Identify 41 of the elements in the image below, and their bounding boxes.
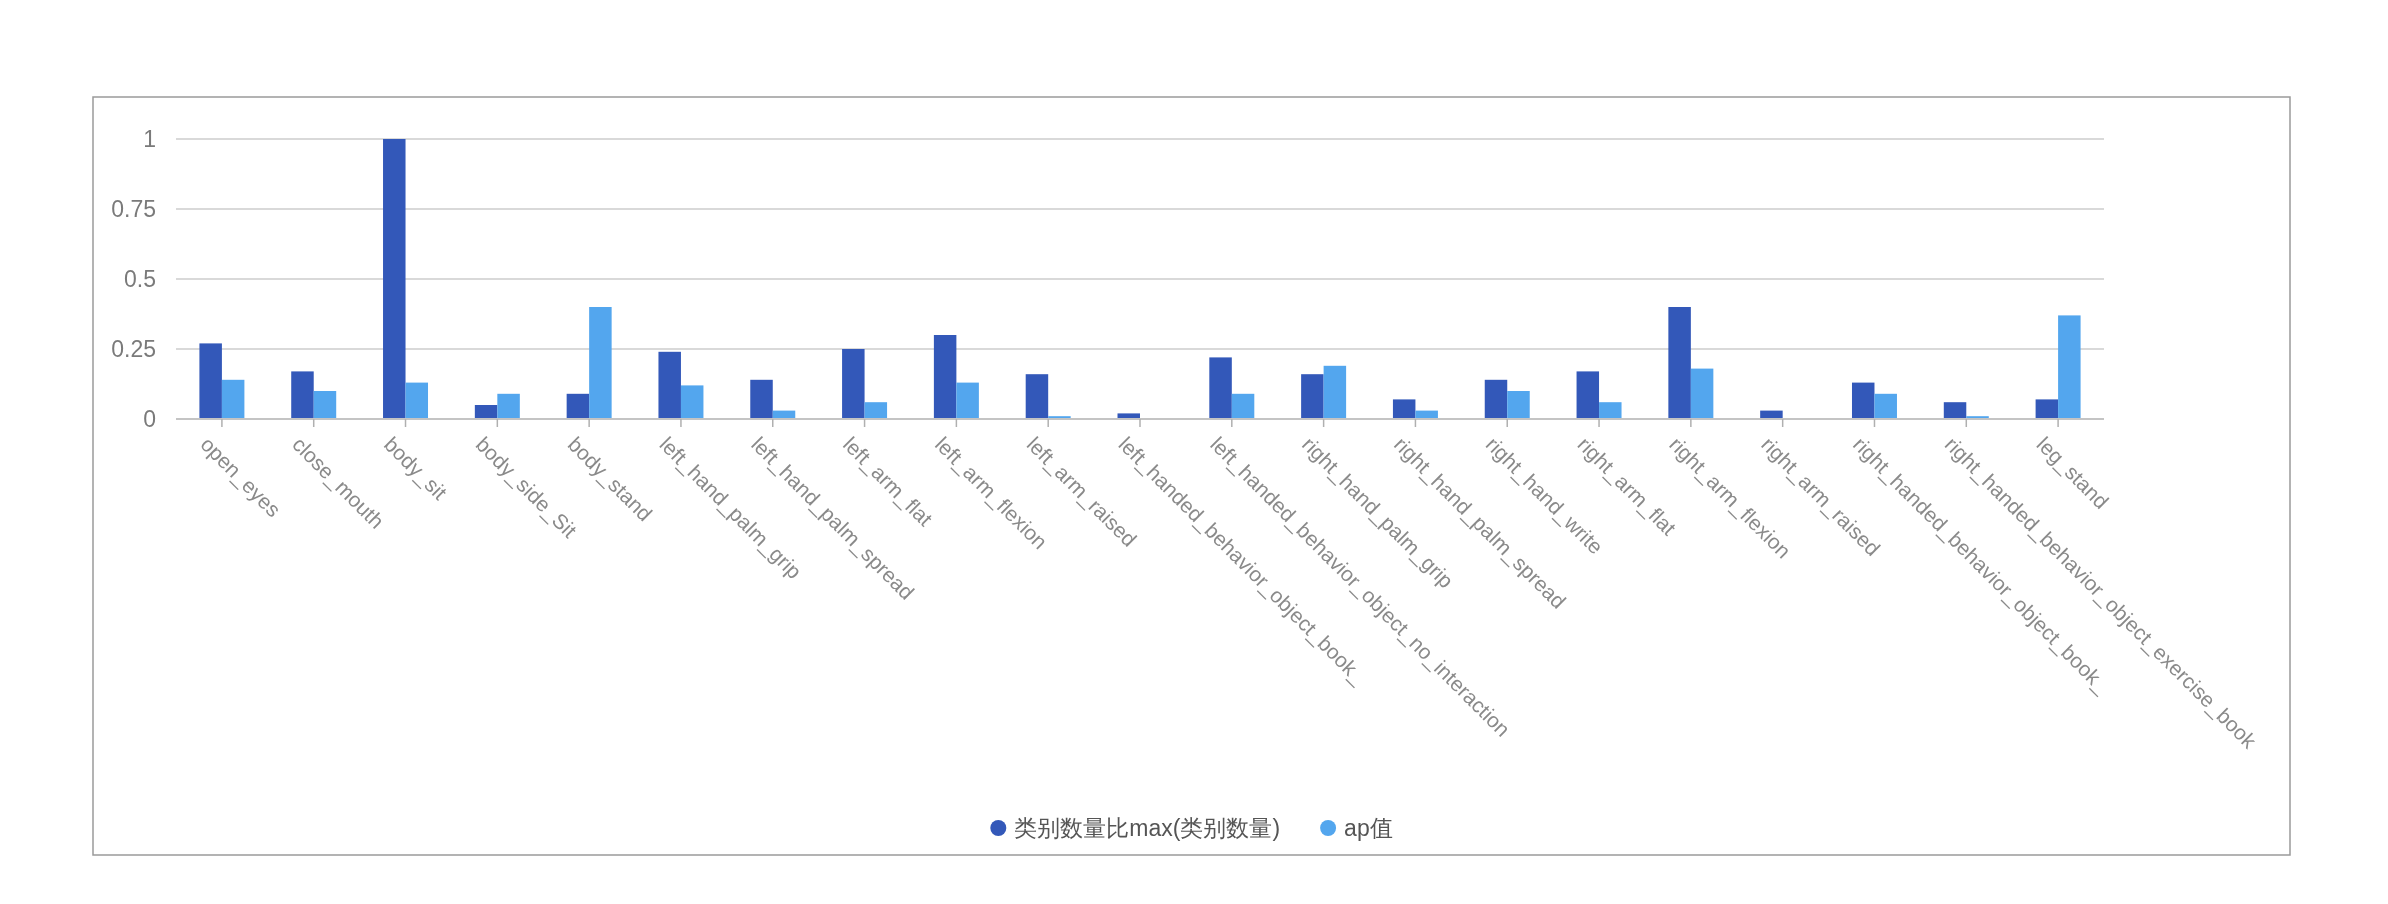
legend-label: ap值 — [1344, 815, 1393, 841]
bar — [1301, 374, 1324, 419]
bar — [1874, 393, 1897, 419]
bar — [1507, 391, 1530, 419]
bar — [658, 351, 681, 419]
bar — [1943, 402, 1967, 419]
y-tick-label: 1 — [143, 126, 156, 152]
bar — [566, 393, 590, 419]
y-tick-label: 0.75 — [111, 196, 156, 222]
bar — [221, 379, 245, 419]
bar — [680, 385, 704, 419]
bar — [291, 371, 314, 419]
bar — [933, 335, 957, 419]
bar — [2035, 399, 2059, 419]
bar — [1599, 402, 1622, 419]
bar — [956, 382, 979, 419]
bar — [1576, 371, 1600, 419]
bar — [864, 402, 888, 419]
bar — [1851, 382, 1875, 419]
bar — [474, 405, 498, 419]
bar — [1323, 365, 1347, 419]
bar — [2058, 315, 2081, 419]
y-tick-label: 0 — [143, 406, 156, 432]
bar — [1484, 379, 1508, 419]
bar — [589, 307, 612, 419]
bar — [199, 343, 222, 419]
bar — [1668, 307, 1691, 419]
bar — [313, 391, 337, 419]
bar — [1231, 393, 1255, 419]
bar — [1025, 374, 1049, 419]
bar — [1209, 357, 1232, 419]
bar — [842, 349, 865, 419]
bar — [1690, 368, 1714, 419]
bar — [383, 139, 406, 419]
bar — [405, 382, 429, 419]
bar — [497, 393, 520, 419]
bar — [1392, 399, 1416, 419]
legend-label: 类别数量比max(类别数量) — [1014, 815, 1281, 841]
y-tick-label: 0.5 — [124, 266, 156, 292]
bar — [750, 379, 773, 419]
y-tick-label: 0.25 — [111, 336, 156, 362]
